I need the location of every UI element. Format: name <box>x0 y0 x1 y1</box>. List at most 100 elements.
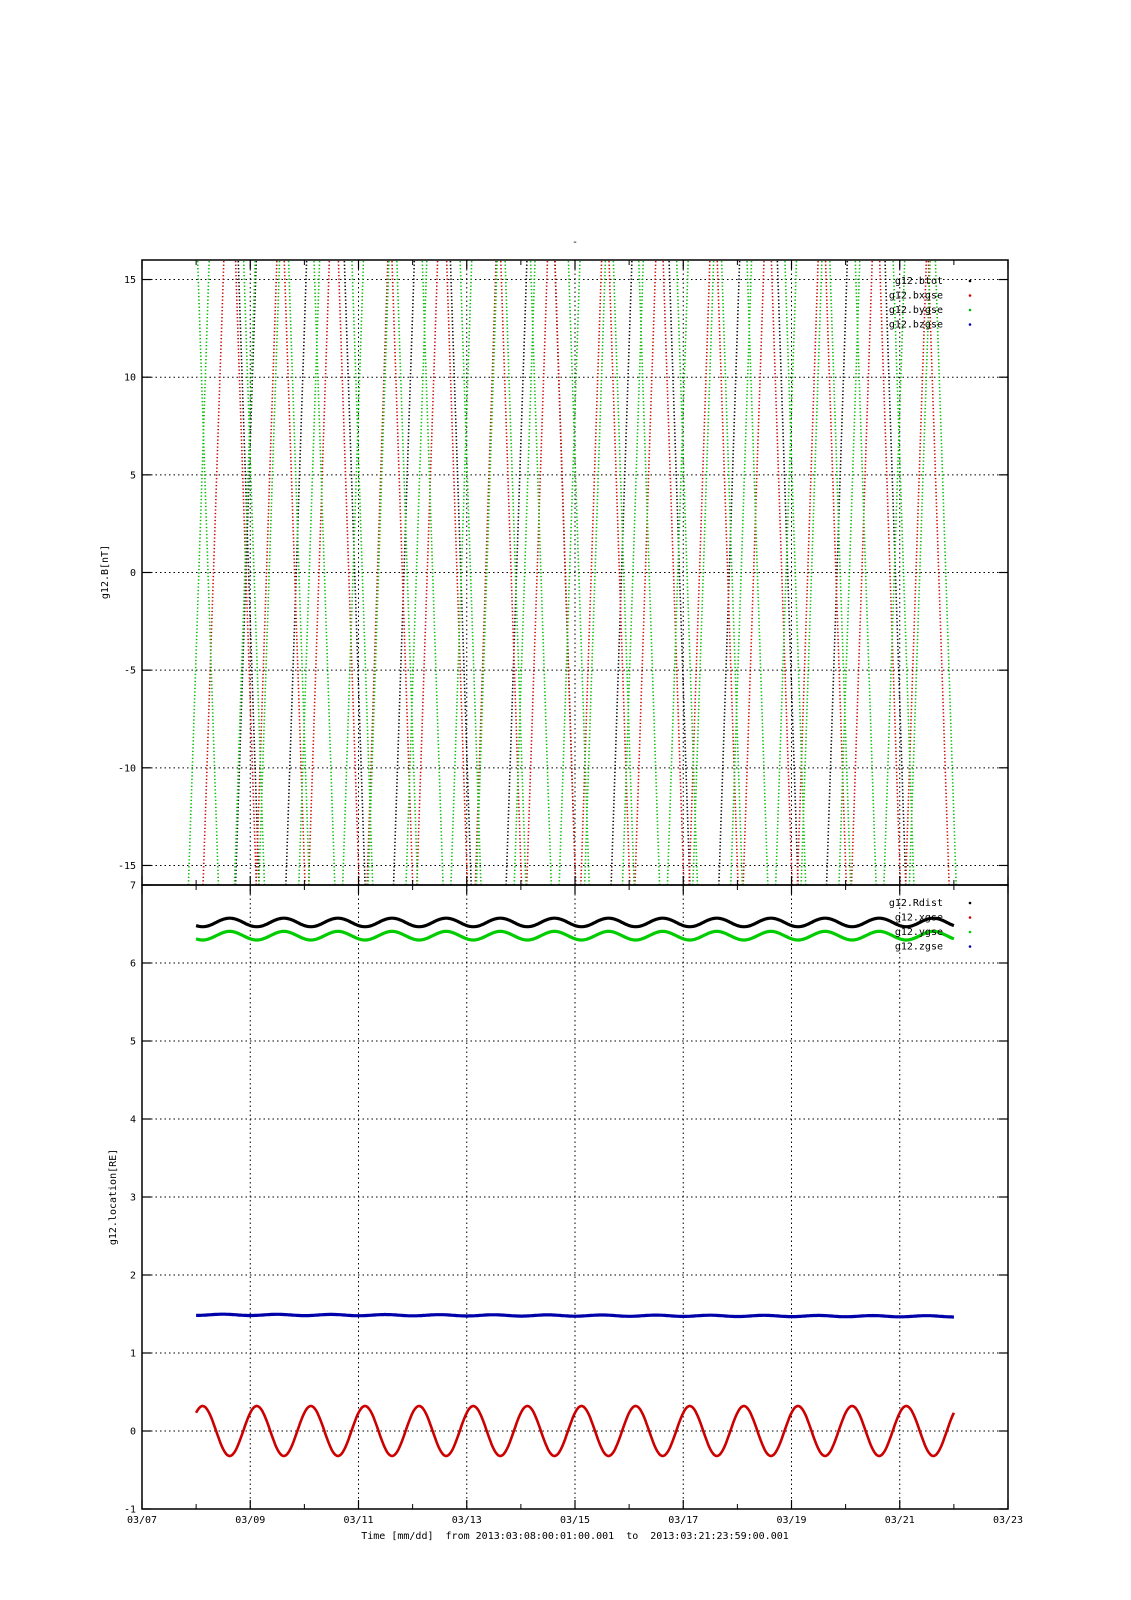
trace-g12.bxgse <box>662 259 685 886</box>
trace-g12.bygse <box>838 259 861 886</box>
trace-g12.bxgse <box>525 259 549 886</box>
trace-g12.btot <box>343 259 366 886</box>
trace-g12.bygse <box>475 259 498 886</box>
line-g12.ygse <box>195 929 955 942</box>
top-y-tick-label: -15 <box>118 861 136 872</box>
range-from: 2013:03:08:00:01:00.001 <box>476 1531 614 1542</box>
trace-g12.bxgse <box>234 259 258 886</box>
legend-marker-g12.bxgse <box>968 294 972 297</box>
x-tick-label: 03/21 <box>885 1515 915 1526</box>
trace-g12.bxgse <box>202 259 225 886</box>
trace-g12.btot <box>718 259 741 886</box>
trace-g12.bygse <box>746 259 769 886</box>
trace-g12.bxgse <box>554 259 577 886</box>
trace-g12.bygse <box>504 259 527 886</box>
trace-g12.bxgse <box>255 259 278 886</box>
trace-g12.btot <box>610 259 633 886</box>
trace-g12.bygse <box>612 259 635 886</box>
bottom-y-tick-label: 7 <box>130 881 136 892</box>
trace-g12.bygse <box>829 259 852 886</box>
trace-g12.bygse <box>934 259 957 886</box>
trace-g12.bxgse <box>770 259 793 886</box>
trace-g12.bxgse <box>716 259 739 886</box>
bottom-y-tick-label: 2 <box>130 1271 136 1282</box>
trace-g12.bygse <box>892 259 915 886</box>
top-y-tick-label: -5 <box>124 666 136 677</box>
trace-g12.bxgse <box>416 259 439 886</box>
trace-g12.bygse <box>854 259 877 886</box>
trace-g12.bxgse <box>927 259 950 886</box>
top-y-tick-label: -10 <box>118 763 136 774</box>
trace-g12.bygse <box>313 259 336 886</box>
x-axis-tick-labels: 03/07 03/09 03/11 03/13 03/15 03/17 03/19 03/21… <box>127 1515 1023 1526</box>
legend-label-g12.bzgse: g12.bzgse <box>889 320 943 331</box>
trace-g12.bxgse <box>824 259 848 886</box>
x-axis-footer: Time [mm/dd] from 2013:03:08:00:01:00.00… <box>361 1531 789 1542</box>
bottom-y-tick-label: 3 <box>130 1193 136 1204</box>
legend-label-g12.bygse: g12.bygse <box>889 305 943 316</box>
legend-label-g12.Rdist: g12.Rdist <box>889 898 943 909</box>
top-y-tick-label: 0 <box>130 568 136 579</box>
bottom-y-tick-label: 0 <box>130 1427 136 1438</box>
trace-g12.btot <box>825 259 849 886</box>
bottom-y-tick-label: 6 <box>130 959 136 970</box>
legend-marker-g12.ygse <box>968 930 972 934</box>
legend-label-g12.xgse: g12.xgse <box>895 913 943 924</box>
trace-g12.bygse <box>621 259 645 886</box>
trace-g12.bygse <box>692 259 715 886</box>
top-panel-legend: g12.btot g12.bxgse g12.bygse g12.bzgse <box>889 276 972 331</box>
trace-g12.bygse <box>675 259 699 886</box>
trace-g12.bygse <box>341 259 365 886</box>
series-g12.ygse <box>195 929 955 942</box>
trace-g12.bygse <box>529 259 553 886</box>
bottom-panel-legend: g12.Rdist g12.xgse g12.ygse g12.zgse <box>889 898 972 953</box>
bottom-panel-frame <box>141 884 1009 1510</box>
trace-g12.btot <box>237 259 260 886</box>
legend-marker-g12.zgse <box>968 945 972 948</box>
bottom-panel-ylabel: g12.location[RE] <box>108 1149 119 1245</box>
bottom-y-tick-label: 4 <box>130 1115 136 1126</box>
trace-g12.bygse <box>774 259 798 886</box>
trace-g12.btot <box>392 259 416 886</box>
series-g12.zgse <box>196 1312 954 1319</box>
line-g12.zgse <box>196 1312 954 1319</box>
x-tick-label: 03/13 <box>452 1515 482 1526</box>
trace-g12.bxgse <box>499 259 523 886</box>
trace-g12.bxgse <box>283 259 306 886</box>
trace-g12.bxgse <box>634 259 657 886</box>
series-g12.Rdist <box>195 916 955 929</box>
top-panel: -15 -10 -5 0 5 10 15 g12.B[nT] g12.btot g12.bxg… <box>100 259 1009 886</box>
trace-g12.bxgse <box>850 259 874 886</box>
top-y-tick-label: 10 <box>124 373 136 384</box>
bottom-panel-grid <box>142 885 1008 1509</box>
x-tick-label: 03/07 <box>127 1515 157 1526</box>
bottom-y-tick-label: 1 <box>130 1349 136 1360</box>
trace-g12.btot <box>884 259 907 886</box>
x-tick-label: 03/23 <box>993 1515 1023 1526</box>
bottom-y-tick-label: 5 <box>130 1037 136 1048</box>
x-tick-label: 03/09 <box>235 1515 265 1526</box>
trace-g12.bxgse <box>337 259 360 886</box>
legend-label-g12.zgse: g12.zgse <box>895 942 943 953</box>
trace-g12.bxgse <box>796 259 819 886</box>
bottom-y-tick-label: -1 <box>124 1505 136 1516</box>
range-from-label: from <box>446 1531 470 1542</box>
series-g12.bygse <box>187 259 957 886</box>
bottom-panel: -1 0 1 2 3 4 5 6 7 g12.location[RE] g12.Rdist g12… <box>108 881 1009 1516</box>
trace-g12.bxgse <box>608 259 631 886</box>
top-panel-ticks: -15 -10 -5 0 5 10 15 <box>118 260 1009 885</box>
legend-label-g12.bxgse: g12.bxgse <box>889 291 943 302</box>
top-panel-grid <box>142 260 1008 885</box>
trace-g12.bygse <box>883 259 906 886</box>
trace-g12.bygse <box>298 259 321 886</box>
trace-g12.bygse <box>784 259 807 886</box>
legend-marker-g12.Rdist <box>968 901 972 905</box>
trace-g12.bygse <box>421 259 444 886</box>
series-g12.bxgse <box>202 259 950 886</box>
trace-g12.bygse <box>567 259 590 886</box>
trace-g12.bxgse <box>366 259 389 886</box>
trace-g12.bxgse <box>688 259 711 886</box>
top-panel-data <box>187 259 957 886</box>
bottom-panel-data <box>194 916 956 1458</box>
